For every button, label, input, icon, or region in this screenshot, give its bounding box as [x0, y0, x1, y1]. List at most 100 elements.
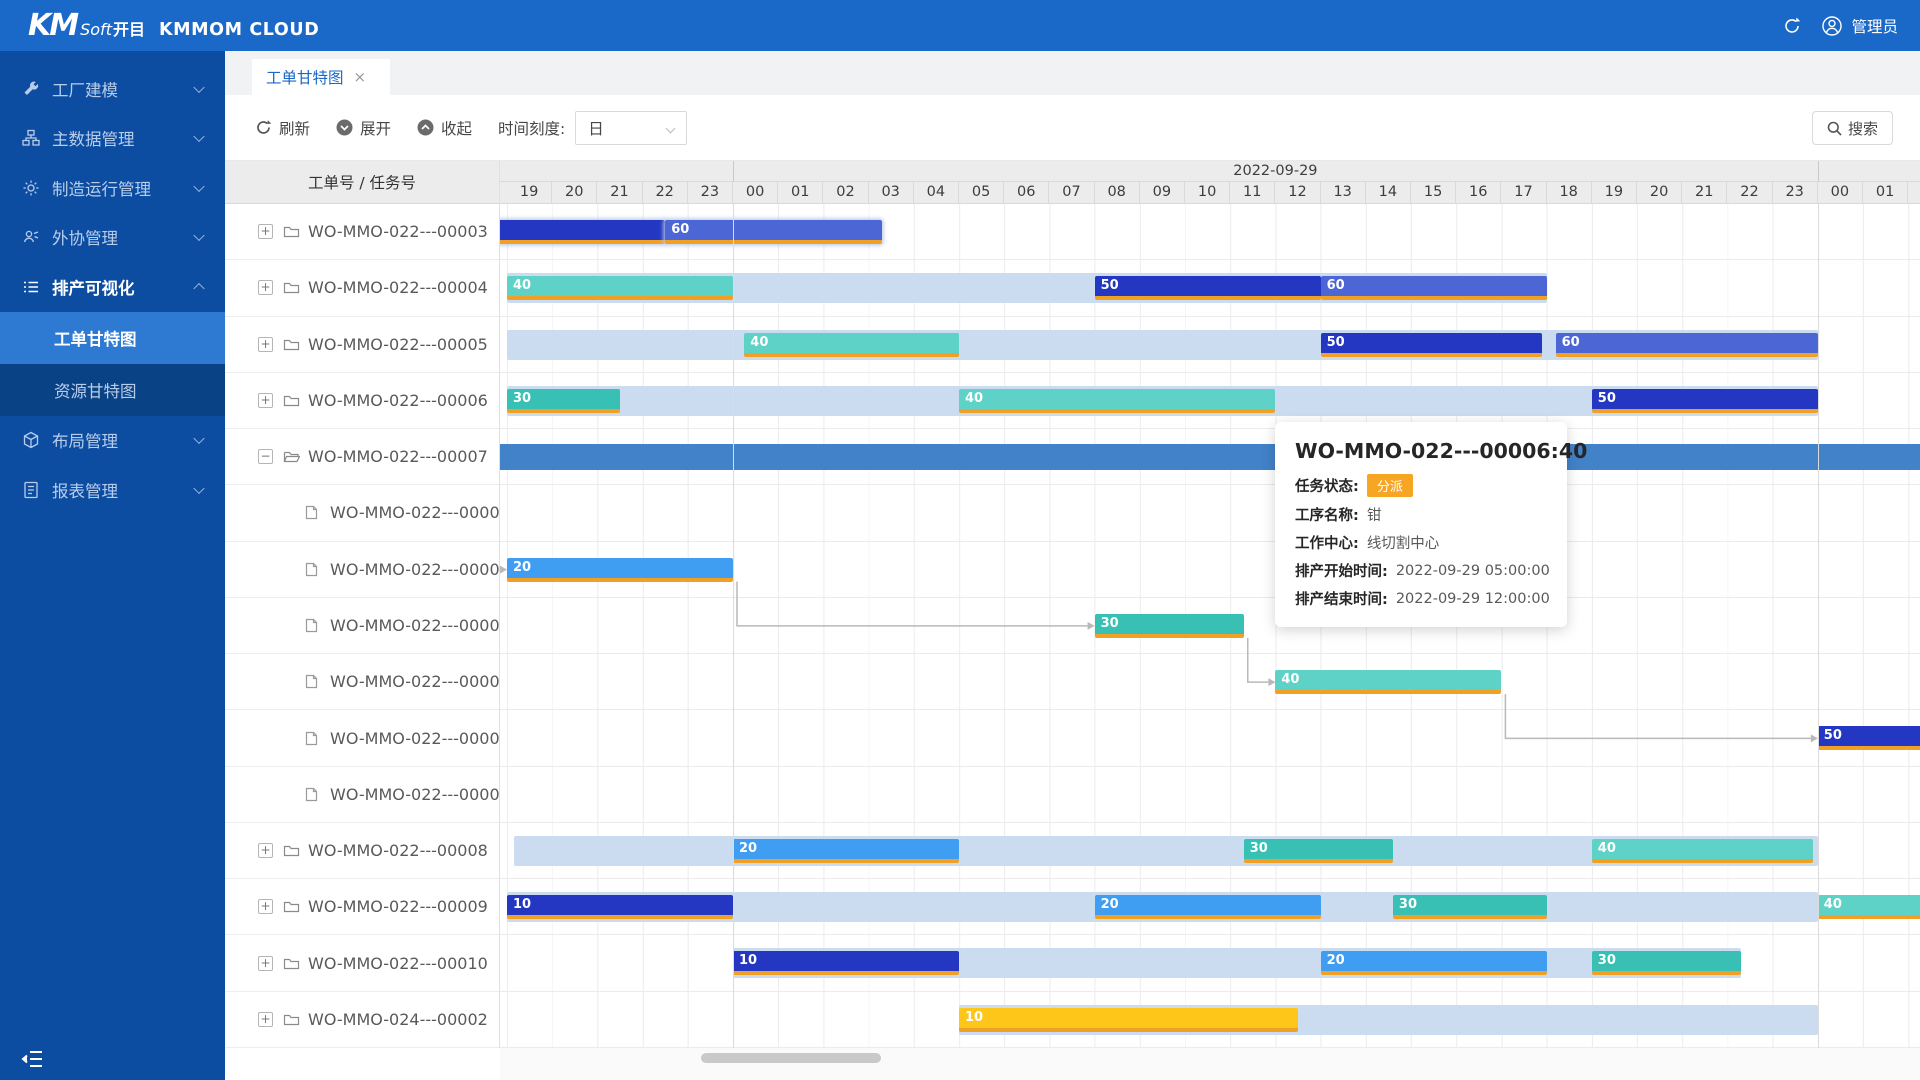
expand-node-icon[interactable]: +	[258, 899, 273, 915]
tree-row[interactable]: + WO-MMO-022---00009	[225, 879, 499, 936]
expand-node-icon[interactable]: +	[258, 224, 273, 240]
sidebar-item-4[interactable]: 排产可视化	[0, 262, 225, 312]
expand-node-icon[interactable]: +	[258, 955, 273, 971]
tree-row[interactable]: + WO-MMO-022---00006	[225, 373, 499, 430]
hour-cell: 23	[688, 182, 733, 203]
tree-row[interactable]: + WO-MMO-022---00008	[225, 823, 499, 880]
refresh-button[interactable]: 刷新	[255, 117, 310, 139]
expand-node-icon[interactable]: +	[258, 1011, 273, 1027]
refresh-page-icon[interactable]	[1781, 15, 1803, 37]
gantt-task-bar[interactable]: 10	[507, 895, 733, 920]
gantt-rows: 60 40 50 60 40 50 60 30 40 50 20 30 40 50 20 30 40 10 20 30…	[500, 204, 1920, 1048]
gantt-task-bar[interactable]: 40	[744, 332, 959, 357]
collapse-node-icon[interactable]: −	[258, 449, 273, 465]
work-order-label: WO-MMO-022---00005	[308, 334, 488, 354]
gantt-task-bar[interactable]: 50	[1591, 388, 1818, 413]
gantt-task-bar[interactable]: 60	[1320, 276, 1547, 301]
expand-node-icon[interactable]: +	[258, 336, 273, 352]
sidebar-item-0[interactable]: 工厂建模	[0, 64, 225, 114]
gantt-task-bar[interactable]: 30	[1243, 838, 1393, 863]
tree-column-header: 工单号 / 任务号	[225, 161, 499, 204]
sidebar-submenu: 工单甘特图 资源甘特图	[0, 311, 225, 416]
sidebar-item-label: 主数据管理	[52, 130, 135, 150]
gantt-task-bar[interactable]: 10	[733, 951, 959, 976]
gantt-task-bar[interactable]: 60	[1555, 332, 1818, 357]
sidebar-collapse-icon[interactable]	[20, 1046, 46, 1072]
expand-node-icon[interactable]: +	[258, 280, 273, 296]
hour-cell: 02	[823, 182, 869, 203]
gantt-parent-summary-bar[interactable]	[500, 444, 1920, 471]
folder-icon	[283, 393, 300, 408]
gantt-chart-column: 2022-09-29 19 20 21 22 23 00 01 02 03 04 05 06 07 08 0…	[500, 161, 1920, 1048]
tree-row[interactable]: WO-MMO-022---00007:4	[225, 654, 499, 711]
tree-row[interactable]: + WO-MMO-022---00005	[225, 317, 499, 373]
hour-cell: 18	[1547, 182, 1592, 203]
search-button[interactable]: 搜索	[1811, 111, 1893, 145]
hour-cell: 08	[1095, 182, 1140, 203]
gantt-task-bar[interactable]: 30	[1392, 895, 1547, 920]
gantt-row: 40 50 60	[500, 317, 1920, 373]
gantt-task-bar[interactable]: 30	[1591, 951, 1741, 976]
tab-close-icon[interactable]: ×	[353, 68, 367, 86]
time-scale-select[interactable]: 日	[575, 110, 688, 145]
chevron-down-icon	[193, 180, 205, 192]
tree-row[interactable]: WO-MMO-022---00007:6	[225, 767, 499, 823]
horizontal-scrollbar-thumb[interactable]	[701, 1053, 881, 1063]
gantt-task-bar[interactable]: 50	[1094, 276, 1321, 301]
gantt-task-bar[interactable]: 60	[665, 220, 883, 244]
tooltip-row: 任务状态: 分派	[1295, 474, 1547, 497]
gantt-task-bar[interactable]: 40	[1817, 895, 1920, 920]
user-name: 管理员	[1851, 17, 1898, 36]
gantt-task-bar[interactable]: 40	[959, 388, 1276, 413]
user-menu[interactable]: 管理员	[1821, 15, 1898, 37]
gantt-task-bar[interactable]: 20	[507, 557, 733, 582]
sidebar-item-2[interactable]: 制造运行管理	[0, 163, 225, 213]
gantt-task-bar[interactable]: 10	[959, 1007, 1298, 1032]
hour-cell: 15	[1411, 182, 1457, 203]
sidebar-subitem-0[interactable]: 工单甘特图	[0, 311, 225, 364]
gantt-task-bar[interactable]: 40	[1591, 838, 1814, 863]
tree-row[interactable]: WO-MMO-022---00007:3	[225, 598, 499, 655]
day-divider-line	[1817, 204, 1819, 1048]
gantt-task-bar[interactable]: 20	[1320, 951, 1547, 976]
work-order-label: WO-MMO-022---00003	[308, 222, 488, 242]
tree-row[interactable]: + WO-MMO-022---00010	[225, 935, 499, 992]
chevron-down-icon	[193, 229, 205, 242]
folder-icon	[283, 224, 300, 239]
sidebar-item-3[interactable]: 外协管理	[0, 213, 225, 263]
gantt-task-bar[interactable]: 40	[507, 276, 733, 301]
sidebar-item-6[interactable]: 报表管理	[0, 465, 225, 515]
tree-row[interactable]: + WO-MMO-022---00004	[225, 260, 499, 317]
work-order-label: WO-MMO-022---00007:1	[330, 503, 499, 523]
work-order-label: WO-MMO-022---00007:5	[330, 728, 499, 748]
tree-row[interactable]: + WO-MMO-024---00002	[225, 992, 499, 1048]
collapse-all-button[interactable]: 收起	[417, 117, 472, 139]
gantt-row: 40 50 60	[500, 260, 1920, 317]
gantt-task-bar[interactable]: 20	[1094, 895, 1321, 920]
sidebar-item-1[interactable]: 主数据管理	[0, 114, 225, 164]
gantt-task-bar[interactable]: 50	[1817, 726, 1920, 751]
gantt-row	[500, 429, 1920, 486]
gantt-task-bar[interactable]: 40	[1275, 670, 1502, 695]
tooltip-field-label: 工序名称:	[1295, 508, 1359, 524]
sidebar-subitem-1[interactable]: 资源甘特图	[0, 364, 225, 416]
tree-row[interactable]: WO-MMO-022---00007:2	[225, 542, 499, 598]
tree-row[interactable]: + WO-MMO-022---00003	[225, 204, 499, 261]
expand-all-button[interactable]: 展开	[336, 117, 391, 139]
tree-row[interactable]: WO-MMO-022---00007:1	[225, 485, 499, 542]
gantt-task-bar[interactable]: 20	[733, 838, 959, 863]
tree-row[interactable]: WO-MMO-022---00007:5	[225, 710, 499, 767]
sitemap-icon	[22, 129, 40, 147]
tooltip-row: 工作中心: 线切割中心	[1295, 532, 1547, 553]
sidebar-item-5[interactable]: 布局管理	[0, 416, 225, 466]
tab-work-order-gantt[interactable]: 工单甘特图 ×	[252, 59, 390, 95]
expand-node-icon[interactable]: +	[258, 843, 273, 859]
work-order-label: WO-MMO-022---00007:2	[330, 559, 499, 579]
gantt-task-bar[interactable]: 50	[1320, 332, 1543, 357]
list-icon	[22, 278, 40, 296]
tree-row[interactable]: − WO-MMO-022---00007	[225, 429, 499, 486]
gantt-task-bar[interactable]	[500, 220, 666, 244]
gantt-task-bar[interactable]: 30	[507, 388, 620, 413]
gantt-task-bar[interactable]: 30	[1094, 613, 1244, 638]
expand-node-icon[interactable]: +	[258, 392, 273, 408]
